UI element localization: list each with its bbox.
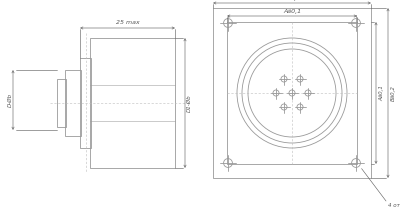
Text: Bä0,2: Bä0,2 (283, 0, 301, 1)
Text: Aä0,1: Aä0,1 (379, 85, 384, 101)
Bar (65, 70, 81, 136)
Text: D-Øb: D-Øb (8, 93, 12, 107)
Text: Bä0,2: Bä0,2 (391, 85, 396, 101)
Bar (80, 58, 91, 148)
Text: Aä0,1: Aä0,1 (283, 9, 301, 14)
Text: 4 отв. Ø3,4: 4 отв. Ø3,4 (388, 203, 400, 208)
Bar (57, 79, 66, 127)
Bar (213, 8, 371, 178)
Text: D1-Øb: D1-Øb (186, 94, 192, 112)
Bar (90, 38, 175, 168)
Text: 25 max: 25 max (116, 20, 139, 25)
Bar (227, 22, 357, 164)
